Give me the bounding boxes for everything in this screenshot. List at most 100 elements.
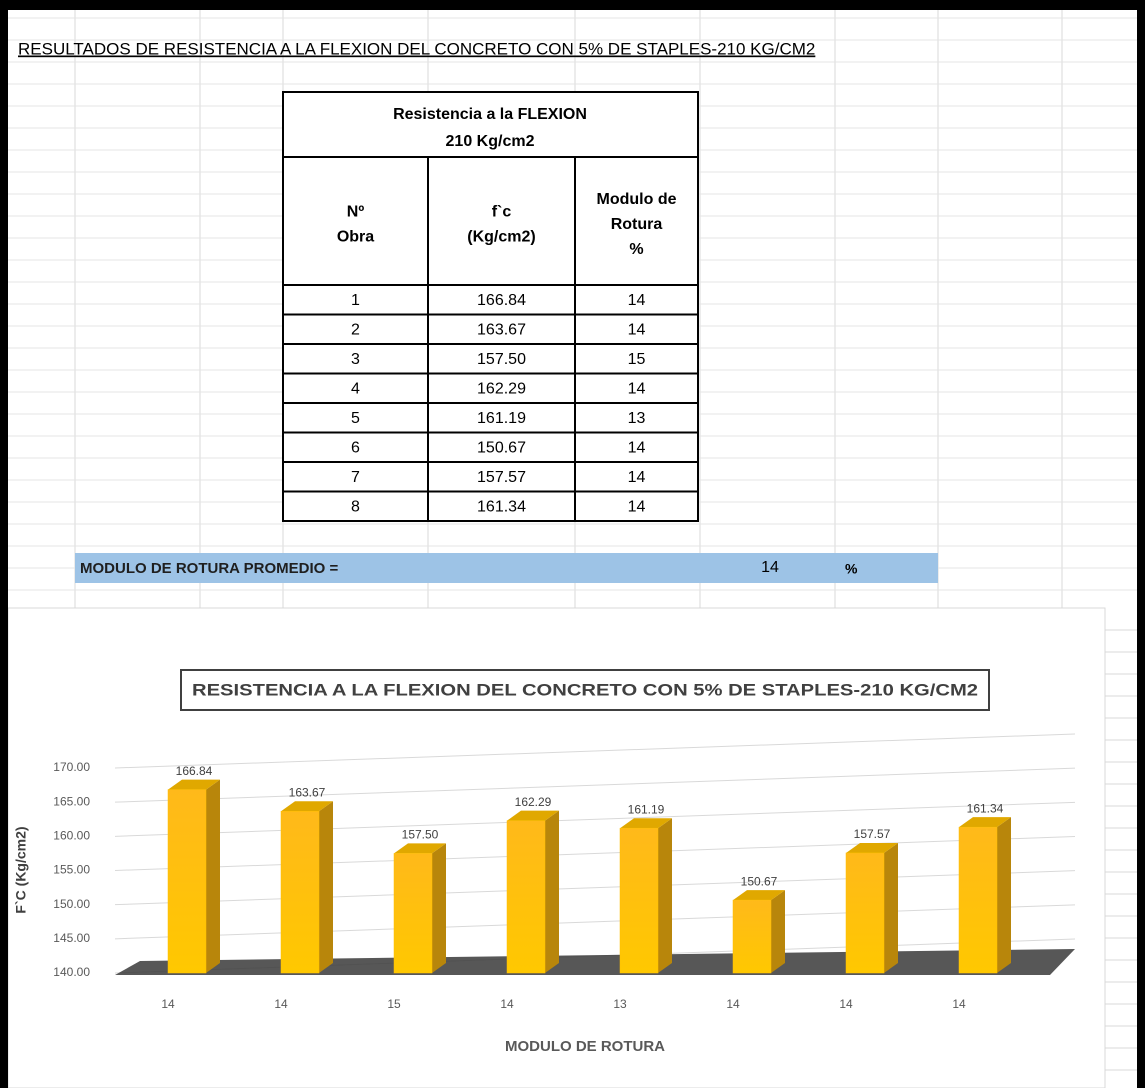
table-cell: 14: [628, 469, 646, 486]
table-cell: 14: [628, 439, 646, 456]
bar: [167, 779, 220, 974]
sheet-title: RESULTADOS DE RESISTENCIA A LA FLEXION D…: [18, 39, 815, 58]
plot: 140.00 145.00 150.00 155.00 160.00 165.00 170.…: [53, 733, 1076, 1011]
bar-top: [846, 842, 898, 853]
frame-top: [0, 0, 1145, 10]
y-tick-label: 150.00: [53, 897, 90, 911]
x-tick-label: 13: [613, 997, 627, 1011]
table-cell: 150.67: [477, 439, 526, 456]
y-tick-label: 165.00: [53, 794, 90, 808]
bar-side: [432, 843, 446, 973]
table-cell: 157.50: [477, 351, 526, 368]
bar-front: [393, 853, 433, 974]
table-cell: 161.19: [477, 410, 526, 427]
value-label: 157.57: [854, 827, 891, 841]
bar-side: [206, 779, 220, 973]
bar-top: [394, 843, 446, 854]
bar-top: [733, 890, 785, 901]
bar-front: [732, 899, 772, 974]
grid-line: [114, 767, 1076, 803]
y-tick-label: 145.00: [53, 931, 90, 945]
grid-line: [114, 733, 1076, 769]
x-tick-label: 14: [726, 997, 740, 1011]
table-header: Resistencia a la FLEXION: [393, 106, 587, 123]
column-header: %: [629, 241, 643, 258]
summary-band: [75, 553, 938, 583]
x-tick-label: 14: [161, 997, 175, 1011]
bar-front: [845, 852, 885, 974]
bar: [280, 801, 333, 974]
table-cell: 6: [351, 439, 360, 456]
table-bg: [282, 91, 699, 522]
bar: [506, 810, 559, 974]
table-cell: 5: [351, 410, 360, 427]
table: Resistencia a la FLEXION 210 Kg/cm2 Nº Obra…: [282, 91, 699, 522]
x-tick-label: 15: [387, 997, 401, 1011]
value-label: 161.19: [628, 802, 665, 816]
bar-front: [167, 789, 207, 974]
table-cell: 14: [628, 321, 646, 338]
bar: [845, 842, 898, 974]
table-cell: 15: [628, 351, 646, 368]
summary-value: 14: [761, 559, 779, 576]
bar-top: [168, 779, 220, 790]
table-cell: 2: [351, 321, 360, 338]
table-cell: 161.34: [477, 498, 526, 515]
x-axis-label: MODULO DE ROTURA: [505, 1038, 665, 1055]
column-header: Rotura: [611, 216, 663, 233]
bar-side: [319, 801, 333, 973]
table-cell: 162.29: [477, 380, 526, 397]
summary-label: MODULO DE ROTURA PROMEDIO =: [80, 560, 338, 577]
table-cell: 14: [628, 380, 646, 397]
y-axis-label: F`C (Kg/cm2): [13, 826, 29, 913]
x-tick-label: 14: [500, 997, 514, 1011]
frame-left: [0, 0, 8, 1088]
chart-title: RESISTENCIA A LA FLEXION DEL CONCRETO CO…: [192, 680, 978, 699]
table-header: 210 Kg/cm2: [446, 133, 535, 150]
bar-side: [658, 818, 672, 973]
bar-front: [280, 811, 320, 974]
bar-side: [771, 890, 785, 973]
table-cell: 3: [351, 351, 360, 368]
summary-unit: %: [845, 561, 858, 577]
y-tick-label: 160.00: [53, 829, 90, 843]
floor-shadow: [115, 949, 1075, 975]
column-header: (Kg/cm2): [467, 229, 535, 246]
x-tick-label: 14: [952, 997, 966, 1011]
value-label: 166.84: [176, 764, 213, 778]
table-cell: 8: [351, 498, 360, 515]
bar: [619, 818, 672, 974]
value-label: 162.29: [515, 795, 552, 809]
table-cell: 4: [351, 380, 360, 397]
value-label: 157.50: [402, 828, 439, 842]
grid-line: [114, 801, 1076, 837]
table-cell: 163.67: [477, 321, 526, 338]
value-label: 163.67: [289, 785, 326, 799]
bar-side: [884, 842, 898, 973]
bar-front: [958, 826, 998, 974]
y-tick-label: 140.00: [53, 965, 90, 979]
table-cell: 13: [628, 410, 646, 427]
table-cell: 14: [628, 498, 646, 515]
table-cell: 7: [351, 469, 360, 486]
chart-title-box: [180, 669, 990, 711]
column-header: Nº: [347, 204, 365, 221]
y-tick-label: 170.00: [53, 760, 90, 774]
frame-right: [1137, 0, 1145, 1088]
x-tick-label: 14: [839, 997, 853, 1011]
bar: [393, 843, 446, 974]
table-cell: 166.84: [477, 292, 526, 309]
column-header: Modulo de: [597, 191, 677, 208]
table-cell: 157.57: [477, 469, 526, 486]
grid-line: [114, 836, 1076, 871]
value-label: 161.34: [967, 801, 1004, 815]
bar-top: [959, 817, 1011, 828]
table-cell: 1: [351, 292, 360, 309]
grid-line: [114, 870, 1076, 906]
column-header: f`c: [492, 204, 512, 221]
grid-line: [114, 904, 1076, 940]
bar-top: [281, 801, 333, 812]
bar-side: [545, 810, 559, 973]
table-cell: 14: [628, 292, 646, 309]
